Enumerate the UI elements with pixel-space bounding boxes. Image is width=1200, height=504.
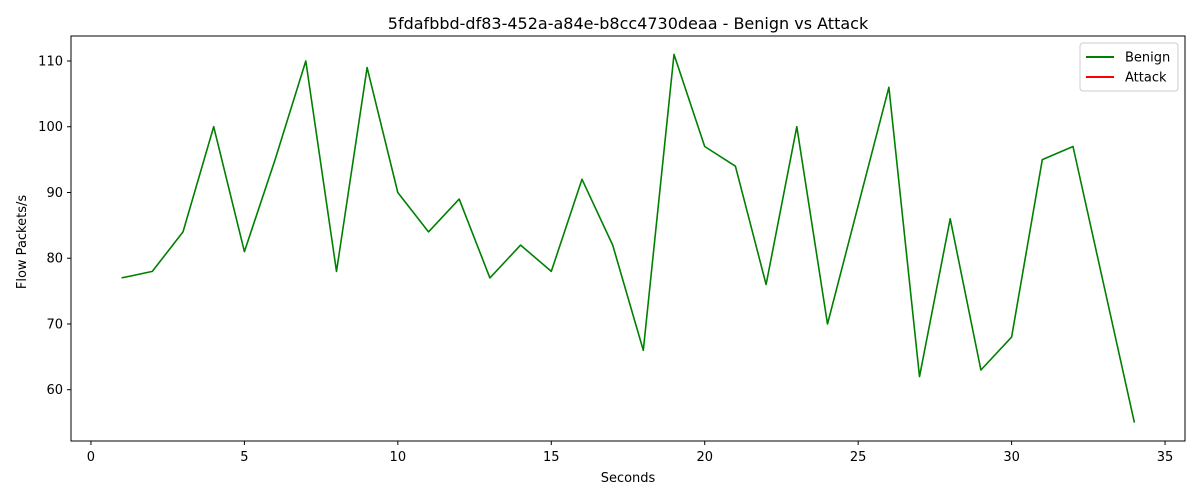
legend: Benign Attack [1080, 43, 1178, 91]
y-tick-label: 60 [46, 383, 63, 398]
y-tick-label: 90 [46, 186, 63, 201]
y-tick-label: 80 [46, 252, 63, 267]
series-line-benign [122, 54, 1135, 422]
x-tick-label: 10 [390, 450, 407, 465]
x-tick-label: 5 [240, 450, 248, 465]
x-tick-label: 30 [1003, 450, 1020, 465]
legend-label-attack: Attack [1125, 71, 1167, 86]
chart-title: 5fdafbbd-df83-452a-a84e-b8cc4730deaa - B… [388, 14, 869, 33]
x-tick-label: 0 [87, 450, 95, 465]
axis-ticks: 0 5 10 15 20 25 30 35 60 70 80 90 100 110 [38, 54, 1173, 465]
x-tick-label: 15 [543, 450, 560, 465]
y-tick-label: 110 [38, 54, 63, 69]
y-tick-label: 70 [46, 317, 63, 332]
x-tick-label: 25 [850, 450, 867, 465]
plot-series [122, 54, 1135, 422]
x-tick-label: 20 [696, 450, 713, 465]
legend-label-benign: Benign [1125, 51, 1170, 66]
x-axis-label: Seconds [601, 471, 656, 486]
plot-frame [71, 36, 1185, 441]
y-axis-label: Flow Packets/s [15, 195, 30, 289]
x-tick-label: 35 [1157, 450, 1174, 465]
y-tick-label: 100 [38, 120, 63, 135]
